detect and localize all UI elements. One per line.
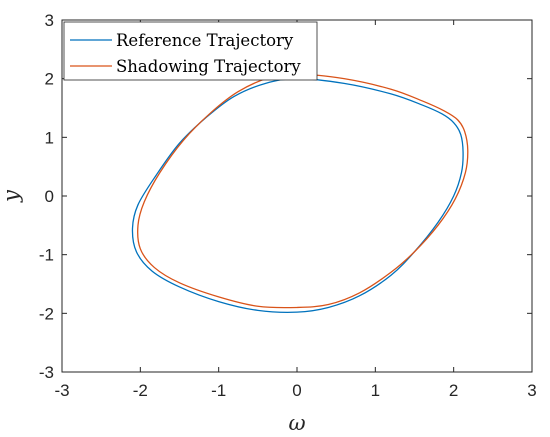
x-tick-label: 0	[292, 381, 301, 400]
series-layer	[131, 73, 469, 313]
y-tick-label: 3	[45, 11, 54, 30]
y-tick-label: 2	[45, 70, 54, 89]
y-tick-label: -1	[39, 246, 54, 265]
plot-frame	[61, 19, 533, 373]
x-tick-label: -3	[54, 381, 69, 400]
series-line-reference	[131, 78, 464, 313]
x-tick-label: 1	[371, 381, 380, 400]
y-tick-label: -3	[39, 363, 54, 382]
legend: Reference Trajectory Shadowing Trajector…	[63, 21, 318, 81]
y-tick-label: 1	[45, 128, 54, 147]
y-tick-label: -2	[39, 304, 54, 323]
x-tick-label: 2	[449, 381, 458, 400]
series-line-shadowing	[137, 73, 469, 309]
legend-label-reference: Reference Trajectory	[116, 31, 294, 50]
x-tick-label: 3	[527, 381, 536, 400]
y-axis-label: y	[0, 189, 23, 203]
x-axis-label: ω	[288, 411, 305, 435]
legend-box	[63, 21, 318, 81]
y-axis-ticks: -3 -2 -1 0 1 2 3	[39, 11, 532, 382]
legend-label-shadowing: Shadowing Trajectory	[116, 57, 301, 76]
x-tick-label: -1	[211, 381, 226, 400]
y-tick-label: 0	[45, 187, 54, 206]
x-tick-label: -2	[133, 381, 148, 400]
